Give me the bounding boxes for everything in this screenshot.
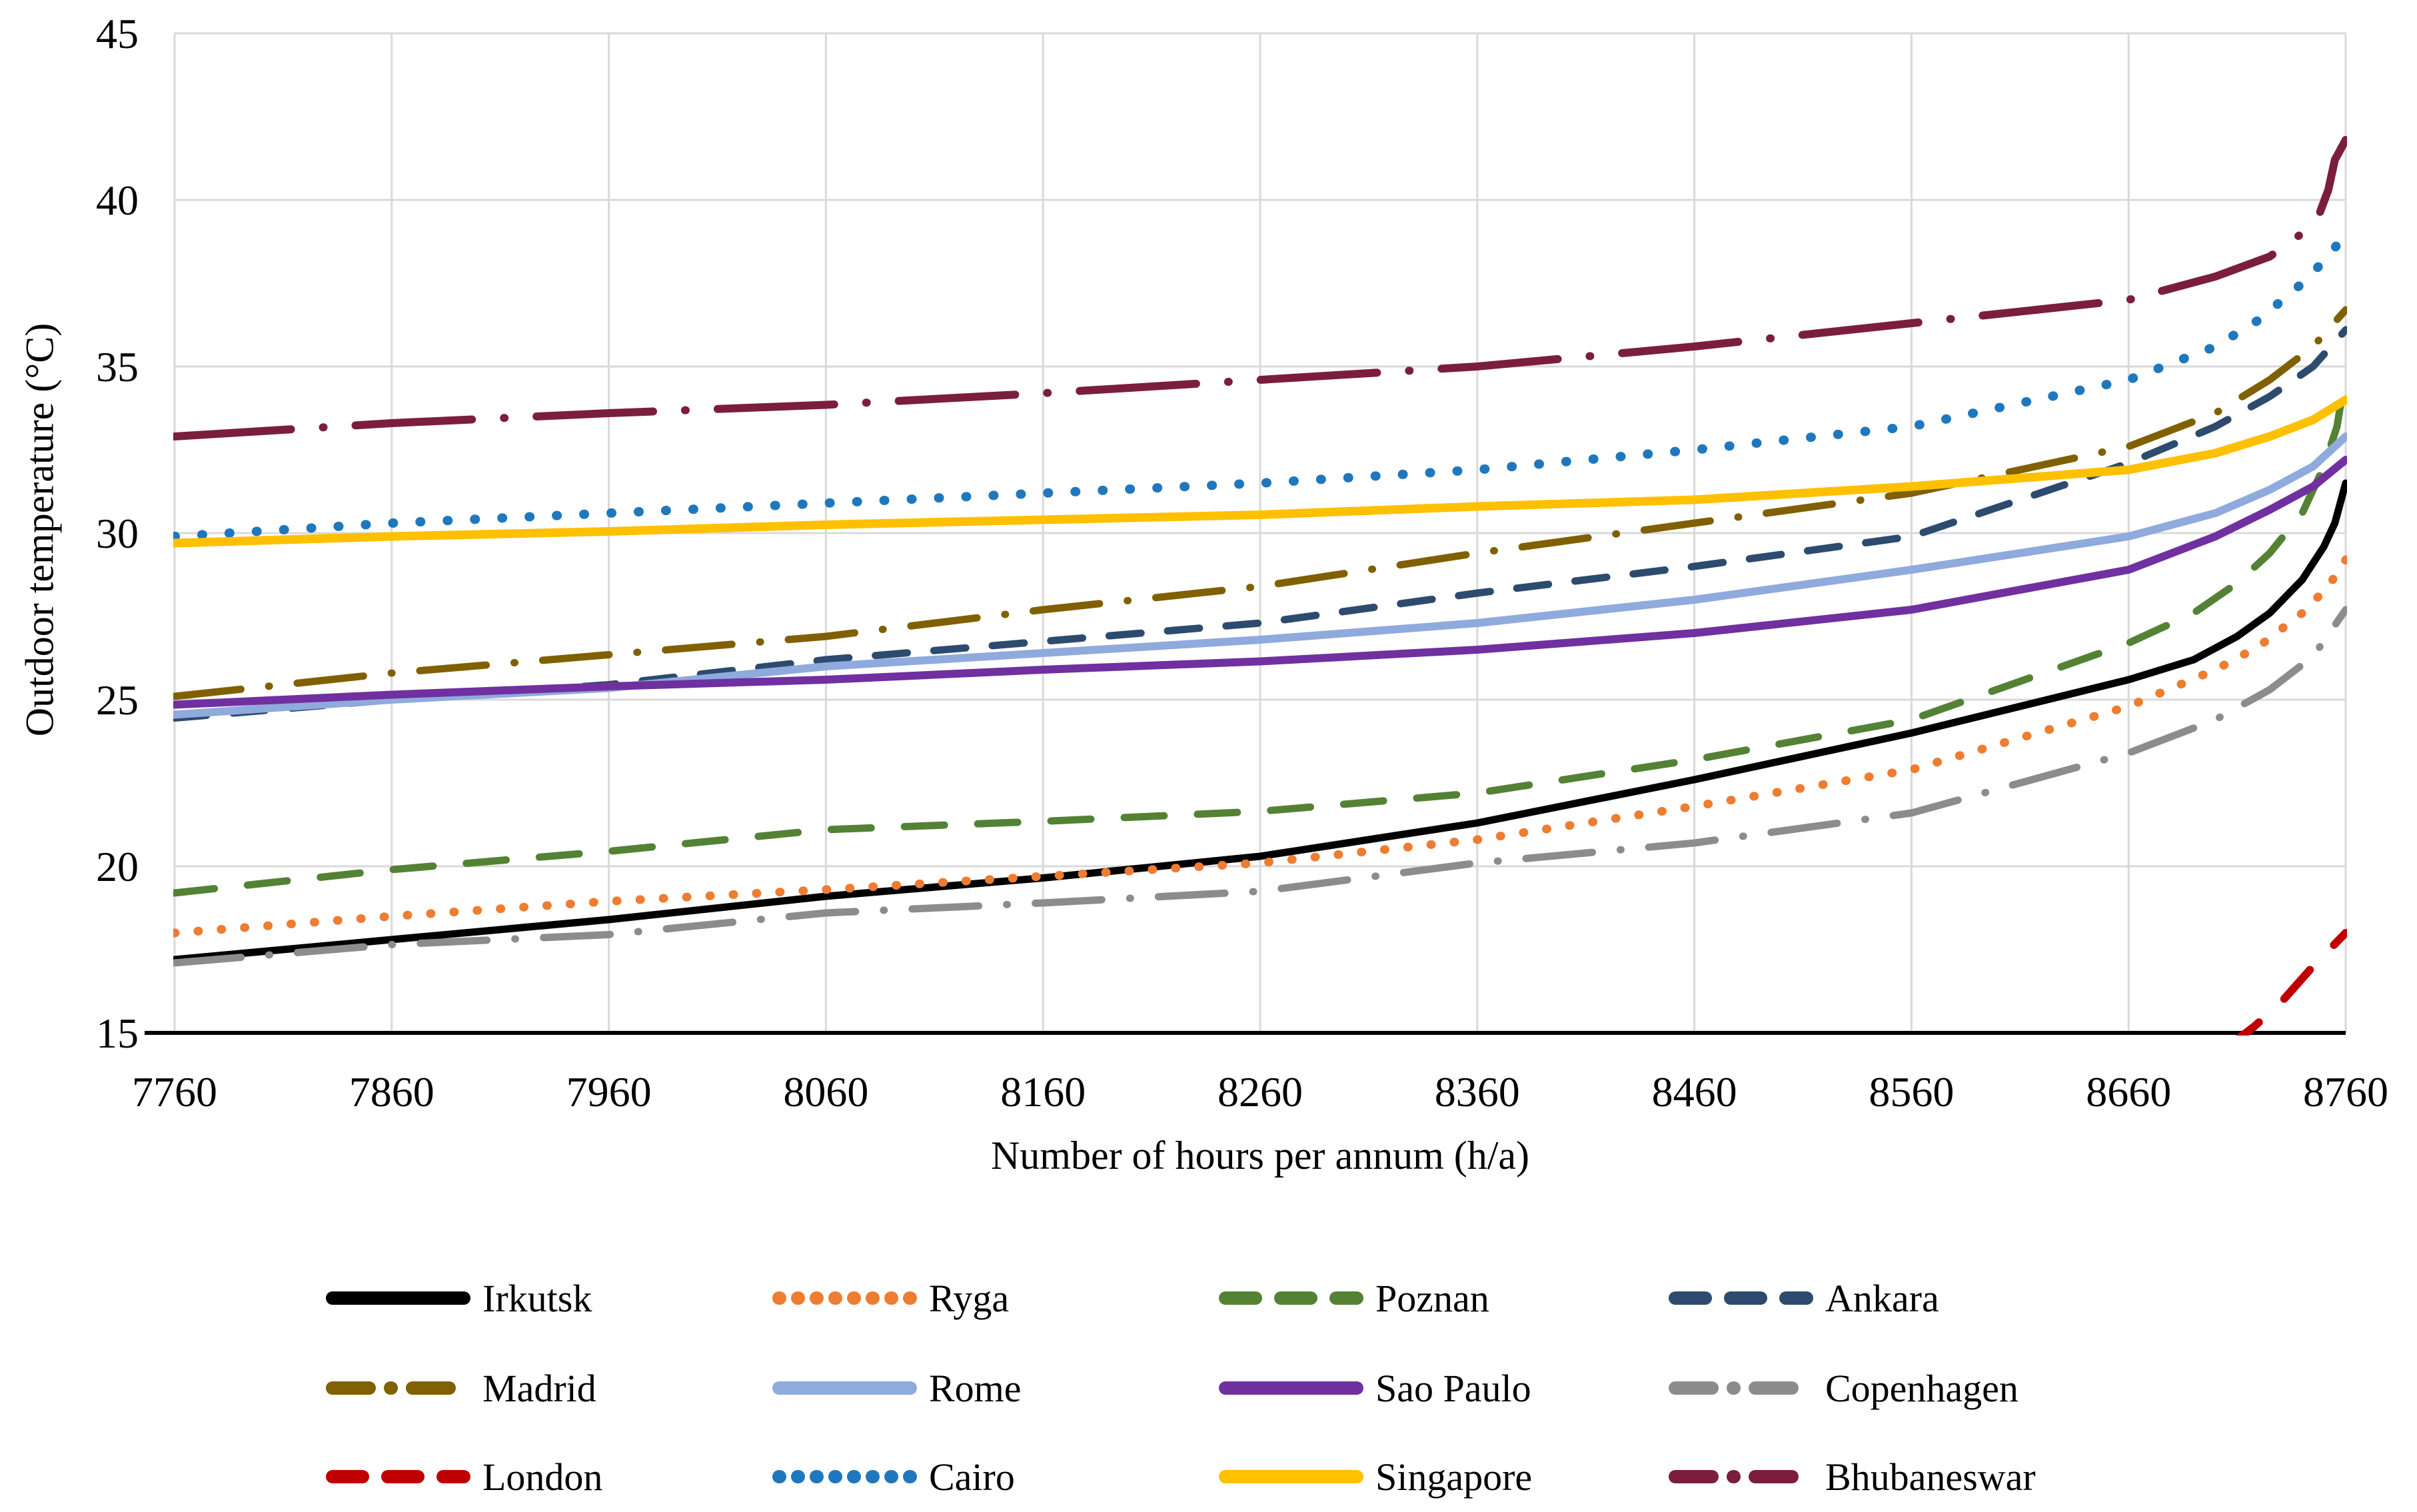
series-line-poznan (173, 369, 2347, 897)
y-tick-label: 35 (96, 343, 139, 390)
x-tick-label: 7860 (349, 1068, 434, 1116)
series-lines (173, 136, 2347, 1036)
x-tick-label: 7760 (132, 1068, 217, 1116)
series-line-irkutsk (173, 479, 2347, 964)
y-tick-label: 20 (96, 843, 139, 890)
y-axis-title: Outdoor temperature (°C) (17, 323, 62, 737)
series-line-madrid (173, 306, 2347, 700)
series-line-singapore (173, 395, 2347, 548)
x-tick-label: 8160 (1000, 1068, 1086, 1116)
y-tick-label: 15 (96, 1010, 139, 1057)
x-tick-label: 7960 (566, 1068, 652, 1116)
y-tick-label: 40 (96, 177, 139, 224)
x-axis-title: Number of hours per annum (h/a) (990, 1134, 1530, 1177)
y-tick-label: 25 (96, 676, 139, 724)
x-tick-label: 8360 (1435, 1068, 1520, 1116)
x-tick-label: 8560 (1869, 1068, 1954, 1116)
y-tick-label: 30 (96, 510, 139, 557)
series-line-bhubaneswar (173, 136, 2347, 440)
series-line-sao-paulo (173, 456, 2347, 709)
tick-labels: 7760 7860 7960 8060 8160 8260 8360 8460 8560 8660… (96, 10, 2388, 1116)
gridlines (173, 32, 2347, 1034)
series-line-london (2236, 929, 2347, 1036)
series-line-copenhagen (173, 606, 2347, 967)
x-tick-label: 8060 (783, 1068, 868, 1116)
x-tick-label: 8260 (1217, 1068, 1303, 1116)
x-tick-label: 8660 (2086, 1068, 2171, 1116)
x-tick-label: 8760 (2303, 1068, 2388, 1116)
y-tick-label: 45 (96, 10, 139, 57)
x-tick-label: 8460 (1652, 1068, 1737, 1116)
